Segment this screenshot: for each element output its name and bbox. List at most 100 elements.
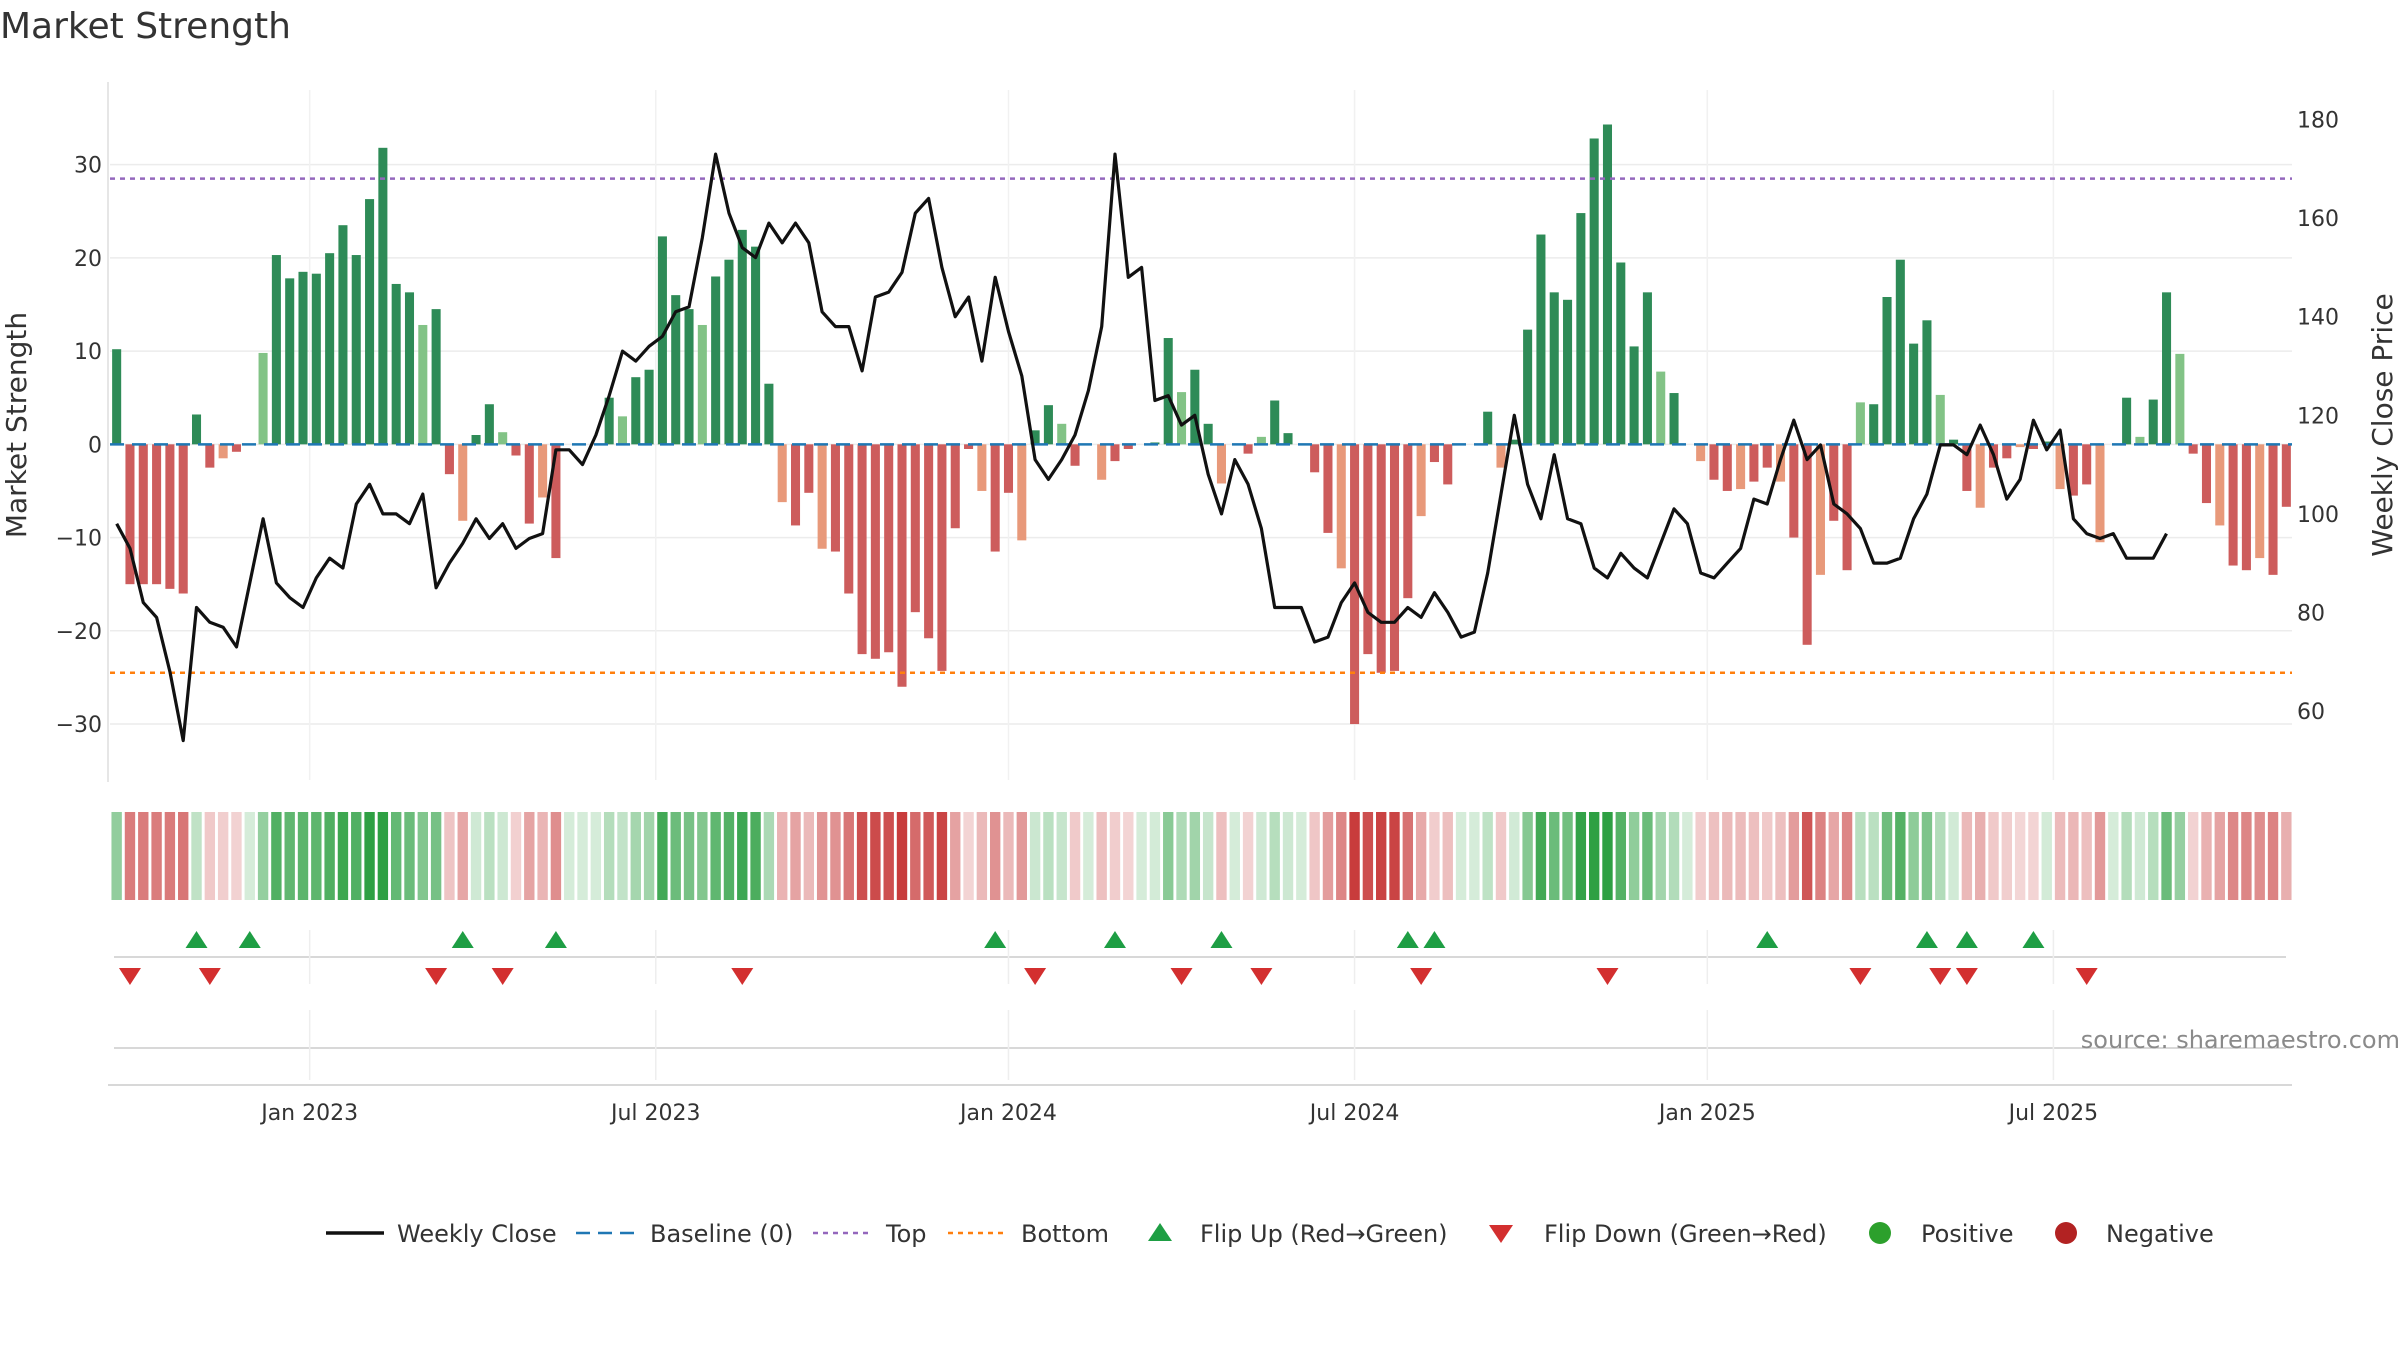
strength-bar-66	[990, 444, 1000, 552]
heat-cell-161	[2254, 812, 2265, 900]
strength-bar-122	[1736, 444, 1746, 490]
y-right-tick-label: 160	[2297, 207, 2339, 232]
strength-bar-33	[551, 444, 561, 559]
strength-bar-115	[1642, 292, 1652, 445]
heat-cell-132	[1868, 812, 1879, 900]
y-left-tick-label: −20	[56, 620, 102, 645]
heat-cell-85	[1242, 812, 1254, 900]
heat-cell-103	[1482, 812, 1493, 900]
strength-bar-106	[1523, 329, 1533, 445]
heat-cell-88	[1282, 812, 1294, 900]
strength-bar-49	[764, 383, 774, 445]
strength-bar-67	[1003, 444, 1014, 493]
heat-cell-48	[750, 812, 761, 900]
strength-bar-108	[1549, 292, 1559, 445]
strength-bar-144	[2028, 444, 2038, 449]
heat-cell-28	[484, 812, 495, 900]
flip-up-marker-12	[2022, 931, 2045, 948]
heat-cell-57	[870, 812, 881, 900]
strength-bar-61	[924, 444, 934, 639]
strength-bar-149	[2095, 444, 2105, 543]
flip-down-marker-3	[491, 968, 514, 985]
heat-cell-76	[1123, 812, 1134, 900]
legend-flip-up-swatch	[1148, 1223, 1172, 1241]
heat-cell-42	[670, 812, 681, 900]
heat-cell-29	[497, 812, 508, 900]
gridlines	[110, 90, 2292, 780]
y-left-tick-label: −30	[56, 713, 102, 738]
heat-cell-109	[1562, 812, 1573, 900]
x-tick-label: Jan 2025	[1657, 1101, 1756, 1126]
flip-up-marker-8	[1423, 931, 1446, 948]
strength-bar-151	[2122, 397, 2132, 445]
flip-up-marker-9	[1756, 931, 1779, 948]
heat-cell-156	[2187, 812, 2199, 900]
strength-bar-68	[1017, 444, 1027, 541]
strength-bar-31	[524, 444, 534, 524]
y-right-tick-label: 120	[2297, 404, 2339, 429]
heat-cell-100	[1442, 812, 1453, 900]
heat-cell-98	[1415, 812, 1427, 900]
y-axis-right-label: Weekly Close Price	[2366, 293, 2399, 556]
heat-cell-149	[2094, 812, 2106, 900]
strength-bar-0	[112, 349, 122, 445]
strength-bar-69	[1030, 430, 1040, 445]
heat-cell-80	[1176, 812, 1187, 900]
heat-cell-125	[1775, 812, 1786, 900]
heat-cell-55	[843, 812, 854, 900]
strength-bar-157	[2201, 444, 2212, 504]
strength-bar-119	[1696, 444, 1706, 462]
y-axis-left-label: Market Strength	[0, 312, 33, 538]
heat-cell-73	[1083, 812, 1094, 900]
legend: Weekly Close Baseline (0) Top Bottom Flip Up…	[326, 1220, 2214, 1248]
heat-cell-82	[1202, 812, 1214, 900]
flip-down-marker-11	[1929, 968, 1952, 985]
strength-bar-50	[777, 444, 787, 503]
strength-bar-94	[1363, 444, 1373, 655]
heat-cell-37	[603, 812, 615, 900]
strength-bar-137	[1935, 394, 1945, 445]
heat-cell-44	[697, 812, 708, 900]
strength-bar-44	[697, 324, 707, 445]
heat-cell-20	[377, 812, 389, 900]
strength-bar-41	[657, 236, 667, 445]
strength-bar-1	[125, 444, 135, 585]
heat-cell-105	[1509, 812, 1520, 900]
heat-cell-104	[1495, 812, 1507, 900]
heat-cell-153	[2148, 812, 2159, 900]
strength-bar-28	[484, 404, 494, 445]
flip-down-marker-8	[1410, 968, 1433, 985]
strength-bar-139	[1962, 444, 1972, 491]
strength-bar-60	[910, 444, 920, 613]
strength-bar-103	[1483, 411, 1493, 445]
heat-cell-133	[1881, 812, 1893, 900]
x-tick-label: Jan 2023	[259, 1101, 358, 1126]
flip-up-marker-7	[1396, 931, 1419, 948]
heat-cell-130	[1841, 812, 1853, 900]
heat-cell-4	[164, 812, 176, 900]
strength-bar-160	[2241, 444, 2251, 571]
heat-cell-123	[1748, 812, 1760, 900]
heat-cell-120	[1708, 812, 1720, 900]
x-axis: Jan 2023 Jul 2023 Jan 2024 Jul 2024 Jan 2025…	[108, 1084, 2292, 1126]
heat-cell-60	[910, 812, 921, 900]
heat-cell-108	[1549, 812, 1560, 900]
x-tick-label: Jul 2024	[1308, 1101, 1400, 1126]
heat-cell-145	[2041, 812, 2052, 900]
flip-up-marker-1	[238, 931, 261, 948]
heat-cell-111	[1588, 812, 1600, 900]
strength-bar-88	[1283, 433, 1293, 445]
strength-bar-138	[1949, 439, 1959, 445]
heat-cell-139	[1961, 812, 1973, 900]
strength-bar-7	[205, 444, 215, 468]
strength-bar-159	[2228, 444, 2238, 566]
heat-cell-135	[1908, 812, 1919, 900]
x-tick-label: Jul 2023	[609, 1101, 701, 1126]
legend-flip-down-swatch	[1489, 1225, 1513, 1243]
strength-bar-19	[365, 199, 375, 445]
legend-label: Weekly Close	[397, 1220, 557, 1248]
strength-bar-55	[844, 444, 854, 594]
strength-bar-26	[458, 444, 468, 521]
heat-cell-32	[537, 812, 548, 900]
